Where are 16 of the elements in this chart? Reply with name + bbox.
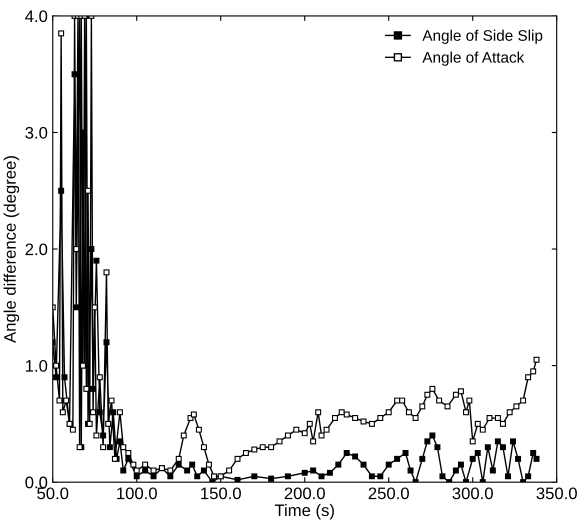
x-tick-label: 350.0 [536, 487, 577, 500]
x-tick-label: 100.0 [117, 487, 157, 500]
x-tick-label: 200.0 [284, 487, 325, 500]
x-axis-title: Time (s) [274, 504, 334, 520]
y-axis-title: Angle difference (degree) [4, 156, 20, 343]
x-tick-label: 250.0 [368, 487, 409, 500]
y-tick-label: 2.0 [26, 243, 48, 256]
y-tick-label: 4.0 [25, 10, 48, 22]
y-tick-label: 1.0 [26, 360, 48, 372]
legend-label: Angle of Side Slip [422, 30, 542, 44]
y-tick-label: 0.0 [25, 476, 48, 488]
x-tick-label: 50.0 [37, 487, 68, 500]
legend-label: Angle of Attack [422, 52, 524, 66]
x-tick-label: 150.0 [201, 487, 241, 500]
x-tick-label: 300.0 [452, 487, 493, 500]
y-tick-label: 3.0 [25, 126, 48, 139]
